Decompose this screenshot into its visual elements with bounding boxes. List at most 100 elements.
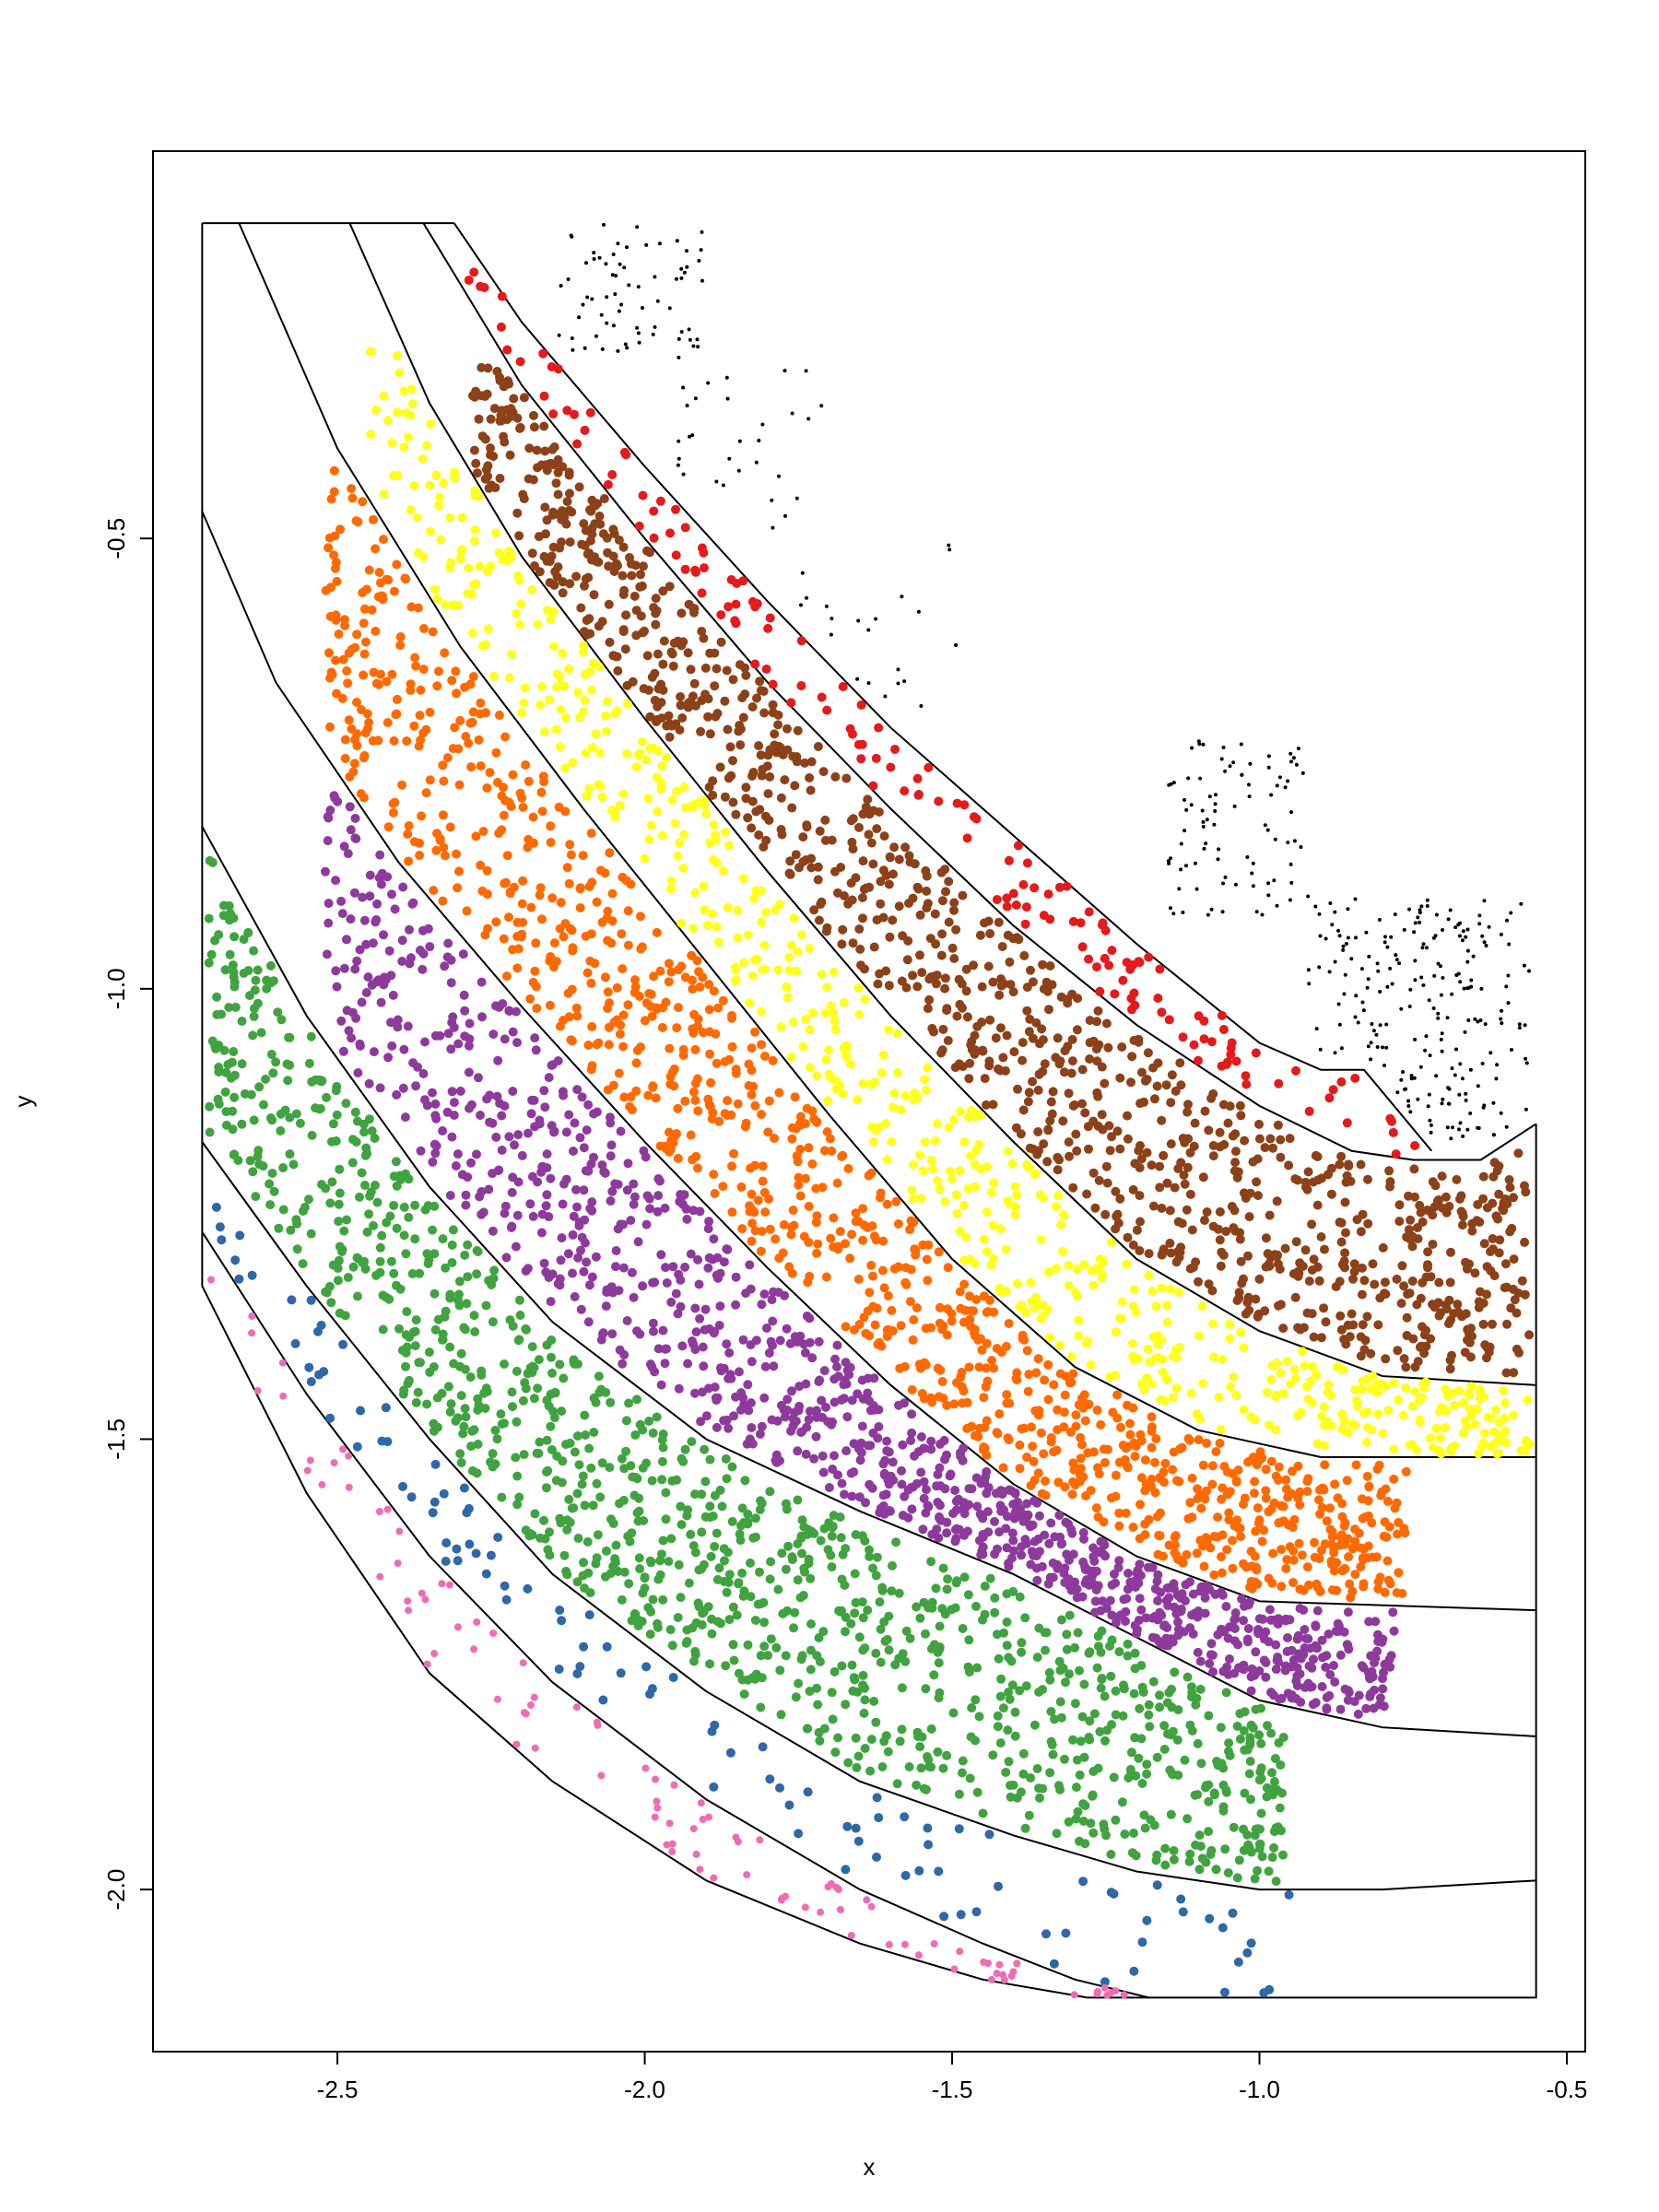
data-point [496,322,506,332]
data-point [357,997,367,1007]
data-point [688,1541,699,1551]
data-point [796,681,806,690]
data-point [1307,1219,1317,1230]
data-point [1125,1418,1135,1429]
data-point [879,1617,889,1627]
data-point [1377,1637,1387,1647]
data-point [667,1641,677,1651]
data-point [699,633,709,643]
data-point [837,939,847,949]
data-point [1114,1521,1124,1531]
data-point [1192,1409,1202,1419]
data-point [1106,1850,1116,1859]
data-point [1314,1495,1324,1505]
data-point [1261,1627,1271,1637]
data-point [1161,1080,1171,1090]
data-point [863,1441,873,1451]
data-point [329,487,339,497]
data-point [1184,1435,1194,1445]
data-point [722,665,732,676]
data-point [775,1665,785,1676]
data-point [1165,1206,1175,1216]
data-point [847,1660,857,1670]
data-point [375,1242,385,1253]
data-point [365,870,375,880]
data-point [418,453,428,464]
data-point [1362,1407,1372,1417]
data-point [928,1164,937,1174]
data-point [527,585,537,594]
data-point [430,1148,441,1159]
data-point [856,754,866,764]
data-point [981,1363,991,1373]
data-point [1069,1465,1079,1475]
data-point [636,1042,645,1052]
data-point [848,814,858,824]
data-point [569,1147,578,1156]
data-point [334,629,344,639]
data-point [955,1226,965,1236]
data-point [1226,1382,1235,1392]
data-point [1335,1704,1346,1714]
data-point [1080,1108,1090,1118]
data-point [1104,1121,1114,1131]
data-point [884,1025,894,1035]
data-point [1520,1289,1530,1300]
data-point [332,1110,342,1120]
data-point [666,876,677,886]
data-point [747,1089,757,1100]
data-point [815,826,825,836]
data-point [1022,858,1032,868]
data-point [587,524,597,534]
data-point [1199,1016,1209,1026]
data-point [957,1368,967,1377]
data-point [860,1695,870,1705]
data-point [1230,1206,1240,1216]
data-point [1378,1242,1388,1253]
data-point [1466,1382,1477,1392]
data-point [606,1282,617,1292]
data-point [1110,1569,1119,1579]
data-point [1147,1412,1157,1422]
data-point [1380,1587,1390,1597]
data-point [414,741,424,751]
data-point [1523,1395,1533,1405]
data-point [854,1009,865,1019]
data-point [1364,1481,1374,1491]
data-point [514,575,524,585]
data-point [1011,900,1021,910]
data-point [1045,914,1055,924]
data-point [741,782,751,793]
data-point [802,1312,812,1321]
data-point [562,406,572,416]
data-point [355,945,365,955]
data-point [629,1292,639,1302]
data-point [740,689,750,700]
data-point [1015,1440,1025,1450]
data-point [1004,1319,1014,1328]
data-point [456,1458,466,1467]
data-point [457,1170,467,1180]
data-point [529,1095,539,1105]
data-point [818,1467,829,1477]
data-point [727,1516,737,1526]
data-point [727,1462,737,1472]
data-point [477,1012,487,1022]
data-point [329,550,339,560]
data-point [1194,1277,1203,1287]
data-point [581,748,591,759]
data-point [891,1537,901,1547]
data-point [379,488,389,499]
data-point [972,1663,982,1673]
data-point [650,695,660,705]
data-point [248,1030,258,1041]
data-point [1204,1125,1214,1135]
data-point [432,594,442,604]
data-point [756,750,766,760]
data-point [958,890,968,900]
data-point [460,1006,470,1016]
data-point [709,1170,719,1180]
data-point [635,1564,645,1574]
data-point [1054,1340,1065,1350]
data-point [868,859,878,869]
